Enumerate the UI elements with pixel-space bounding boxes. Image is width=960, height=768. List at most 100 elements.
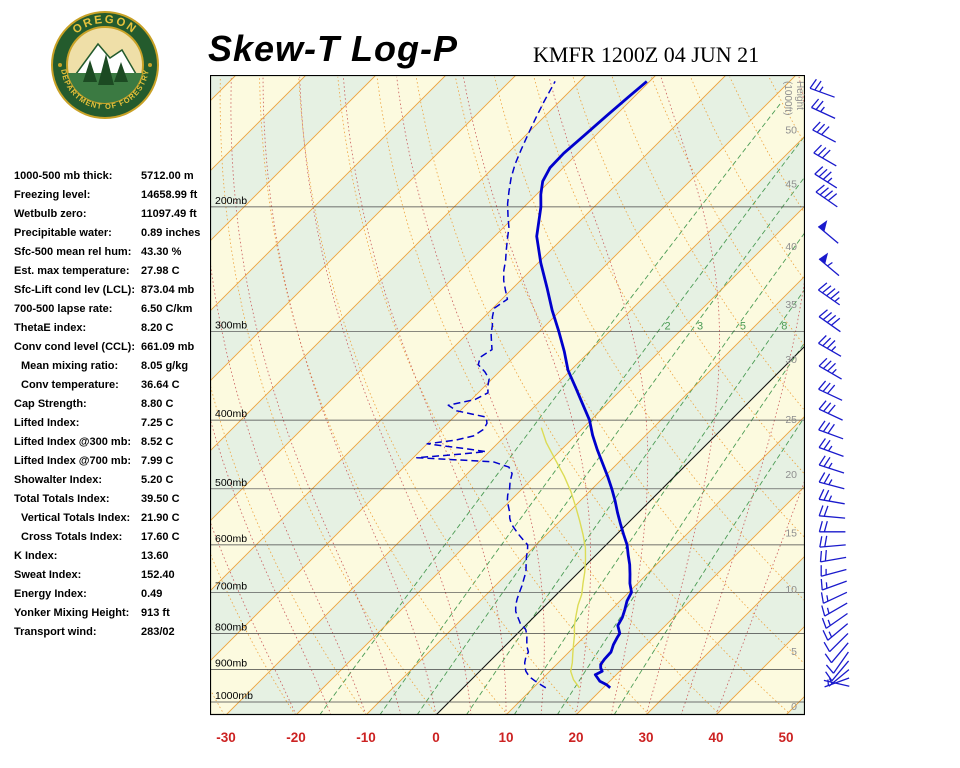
index-row: Showalter Index: 5.20 C xyxy=(14,470,214,489)
index-value: 13.60 xyxy=(141,549,169,562)
index-label: Cap Strength: xyxy=(14,397,87,410)
wind-barb xyxy=(819,550,847,563)
pressure-label: 600mb xyxy=(215,533,247,545)
index-label: Lifted Index: xyxy=(14,416,80,429)
wind-barb xyxy=(825,651,849,674)
wind-barb xyxy=(820,565,847,577)
index-label: 1000-500 mb thick: xyxy=(14,169,113,182)
mixing-ratio-label: 8 xyxy=(781,320,787,332)
wind-barb xyxy=(828,669,850,687)
wind-barb xyxy=(818,252,840,277)
index-value: 8.80 C xyxy=(141,397,174,410)
logo-star-left xyxy=(58,63,62,67)
index-row: Energy Index: 0.49 xyxy=(14,584,214,603)
temp-tick-label: -20 xyxy=(286,730,306,745)
index-row: 1000-500 mb thick: 5712.00 m xyxy=(14,166,214,185)
height-label: 35 xyxy=(785,299,797,311)
wetbulb-trace xyxy=(540,427,587,689)
dewpoint-trace xyxy=(416,81,556,689)
wind-barb xyxy=(818,420,844,440)
index-value: 7.25 C xyxy=(141,416,174,429)
index-row: Total Totals Index: 39.50 C xyxy=(14,489,214,508)
index-value: 27.98 C xyxy=(141,264,180,277)
wind-barb xyxy=(813,144,837,167)
index-row: Mean mixing ratio: 8.05 g/kg xyxy=(14,356,214,375)
index-value: 0.49 xyxy=(141,587,163,600)
pressure-label: 200mb xyxy=(215,195,247,207)
index-label: Yonker Mixing Height: xyxy=(14,606,130,619)
index-row: Lifted Index @700 mb: 7.99 C xyxy=(14,451,214,470)
index-value: 6.50 C/km xyxy=(141,302,193,315)
wind-barb xyxy=(823,632,849,653)
wind-barb xyxy=(825,660,850,682)
index-value: 5712.00 m xyxy=(141,169,194,182)
mixing-ratio-labels: 2 3 5 8 xyxy=(665,320,788,332)
wind-barb xyxy=(818,400,843,421)
index-label: Total Totals Index: xyxy=(14,492,110,505)
wind-barb xyxy=(818,472,845,490)
temperature-trace xyxy=(535,80,648,689)
index-label: ThetaE index: xyxy=(14,321,87,334)
wind-barb xyxy=(812,121,837,143)
index-label: Conv temperature: xyxy=(21,378,119,391)
pressure-label: 1000mb xyxy=(215,690,253,702)
wind-barb xyxy=(819,535,846,548)
index-value: 14658.99 ft xyxy=(141,188,198,201)
index-row: Sfc-500 mean rel hum: 43.30 % xyxy=(14,242,214,261)
height-label: 0 xyxy=(791,701,797,713)
index-label: Cross Totals Index: xyxy=(21,530,123,543)
skew-bands xyxy=(210,75,805,715)
page-title: Skew-T Log-P xyxy=(208,28,459,69)
wind-barb xyxy=(818,455,845,474)
tree-icon xyxy=(83,60,97,82)
wind-barb xyxy=(818,380,843,401)
index-row: Est. max temperature: 27.98 C xyxy=(14,261,214,280)
index-row: Freezing level: 14658.99 ft xyxy=(14,185,214,204)
pressure-label: 500mb xyxy=(215,477,247,489)
index-label: Energy Index: xyxy=(14,587,87,600)
index-label: Sfc-Lift cond lev (LCL): xyxy=(14,283,135,296)
height-label: 5 xyxy=(791,646,797,658)
pressure-label: 700mb xyxy=(215,580,247,592)
moist-adiabats xyxy=(210,76,805,715)
index-label: K Index: xyxy=(14,549,58,562)
pressure-label: 400mb xyxy=(215,408,247,420)
index-row: Lifted Index: 7.25 C xyxy=(14,413,214,432)
wind-barb xyxy=(817,220,839,244)
tree-icon xyxy=(114,62,128,82)
index-value: 17.60 C xyxy=(141,530,180,543)
index-label: Lifted Index @700 mb: xyxy=(14,454,132,467)
temp-tick-label: 50 xyxy=(778,730,793,745)
index-value: 7.99 C xyxy=(141,454,174,467)
pressure-label: 800mb xyxy=(215,621,247,633)
wind-barb xyxy=(815,184,838,208)
wind-barb xyxy=(817,282,841,306)
index-row: K Index: 13.60 xyxy=(14,546,214,565)
pressure-label: 900mb xyxy=(215,658,247,670)
isotherms xyxy=(210,75,805,715)
index-label: Precipitable water: xyxy=(14,226,112,239)
pressure-axis-labels: 200mb 300mb 400mb 500mb 600mb 700mb 800mb 900mb… xyxy=(215,195,253,702)
index-label: Showalter Index: xyxy=(14,473,103,486)
index-row: Cross Totals Index: 17.60 C xyxy=(14,527,214,546)
height-label: 25 xyxy=(785,414,797,426)
plot-area xyxy=(210,75,805,715)
wind-barb xyxy=(818,505,846,519)
index-label: Vertical Totals Index: xyxy=(21,511,131,524)
index-value: 283/02 xyxy=(141,625,175,638)
wind-barb xyxy=(809,78,835,98)
index-value: 0.89 inches xyxy=(141,226,201,239)
wind-barb xyxy=(820,591,848,604)
height-label: 20 xyxy=(785,469,797,481)
dry-adiabats xyxy=(210,76,805,715)
wind-barb xyxy=(811,98,836,119)
index-row: Lifted Index @300 mb: 8.52 C xyxy=(14,432,214,451)
index-label: Lifted Index @300 mb: xyxy=(14,435,132,448)
wind-barb xyxy=(814,166,838,189)
temp-tick-label: 0 xyxy=(432,730,440,745)
wind-barb xyxy=(820,578,847,591)
index-label: Sfc-500 mean rel hum: xyxy=(14,245,132,258)
wind-barb xyxy=(818,521,846,533)
temp-tick-label: -30 xyxy=(216,730,236,745)
